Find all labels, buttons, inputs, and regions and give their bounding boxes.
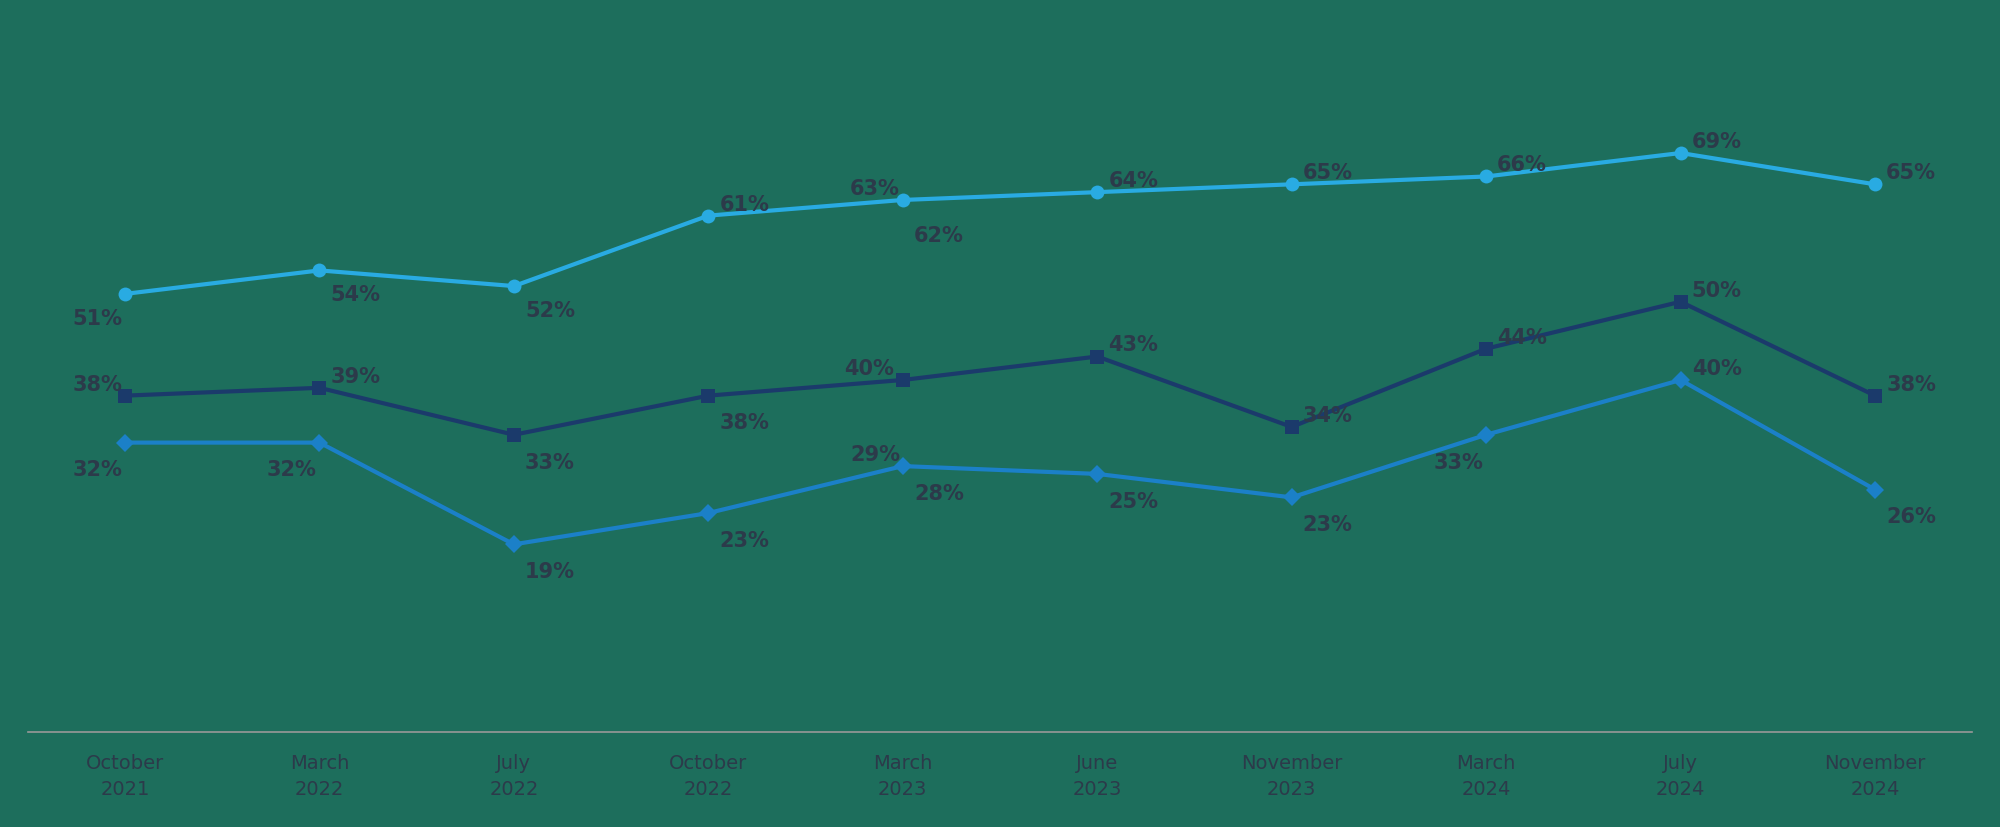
Text: 33%: 33% [524,452,574,472]
Text: 63%: 63% [850,179,900,198]
Text: 32%: 32% [266,461,316,480]
Text: 64%: 64% [1108,171,1158,191]
Text: 54%: 54% [330,285,380,305]
Text: 26%: 26% [1886,507,1936,528]
Text: 52%: 52% [524,301,576,321]
Text: 40%: 40% [1692,359,1742,379]
Text: 44%: 44% [1498,327,1548,347]
Text: 38%: 38% [720,414,770,433]
Text: 51%: 51% [72,309,122,329]
Text: 69%: 69% [1692,131,1742,152]
Text: 61%: 61% [720,194,770,214]
Text: 38%: 38% [72,375,122,394]
Text: 65%: 65% [1886,163,1936,184]
Text: 29%: 29% [850,445,900,465]
Text: 33%: 33% [1434,452,1484,472]
Text: 19%: 19% [524,562,576,582]
Text: 34%: 34% [1302,406,1352,426]
Text: 38%: 38% [1886,375,1936,394]
Text: 39%: 39% [330,366,380,387]
Text: 66%: 66% [1498,155,1548,175]
Text: 43%: 43% [1108,336,1158,356]
Text: 28%: 28% [914,484,964,504]
Text: 23%: 23% [720,531,770,551]
Text: 25%: 25% [1108,492,1158,512]
Text: 40%: 40% [844,359,894,379]
Text: 50%: 50% [1692,280,1742,300]
Text: 23%: 23% [1302,515,1352,535]
Text: 62%: 62% [914,226,964,246]
Text: 65%: 65% [1302,163,1352,184]
Text: 32%: 32% [72,461,122,480]
